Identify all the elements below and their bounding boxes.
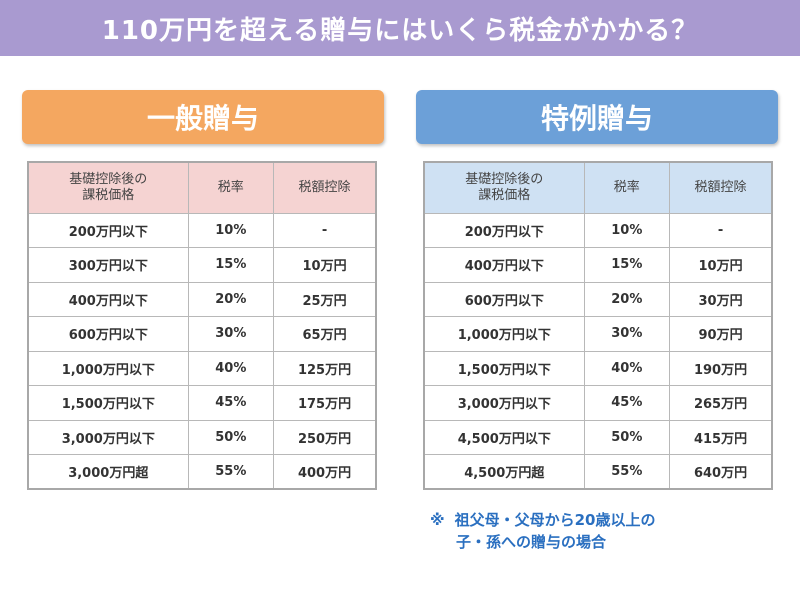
cell-taxable-amount: 400万円以下 <box>27 281 189 317</box>
table-row: 3,000万円以下 45% 265万円 <box>423 385 773 421</box>
table-row: 1,500万円以下 40% 190万円 <box>423 350 773 386</box>
cell-taxable-amount: 200万円以下 <box>423 212 585 248</box>
cell-tax-rate: 55% <box>583 454 671 490</box>
title-bar: 110万円を超える贈与にはいくら税金がかかる？ <box>0 0 800 56</box>
cell-tax-rate: 30% <box>187 316 275 352</box>
table-row: 400万円以下 20% 25万円 <box>27 281 377 317</box>
table-row: 400万円以下 15% 10万円 <box>423 247 773 283</box>
cell-deduction: - <box>273 212 377 248</box>
cell-tax-rate: 10% <box>187 212 275 248</box>
table-row: 1,500万円以下 45% 175万円 <box>27 385 377 421</box>
note-line-1: ※ 祖父母・父母から20歳以上の <box>430 510 655 532</box>
cell-tax-rate: 55% <box>187 454 275 490</box>
cell-deduction: 125万円 <box>273 350 377 386</box>
cell-tax-rate: 45% <box>583 385 671 421</box>
header-deduction: 税額控除 <box>273 161 377 214</box>
general-gift-banner: 一般贈与 <box>22 90 384 144</box>
cell-taxable-amount: 1,000万円以下 <box>27 350 189 386</box>
table-row: 3,000万円超 55% 400万円 <box>27 454 377 490</box>
cell-deduction: 265万円 <box>669 385 773 421</box>
cell-deduction: 400万円 <box>273 454 377 490</box>
cell-tax-rate: 20% <box>187 281 275 317</box>
note-text-1: 祖父母・父母から20歳以上の <box>454 511 656 529</box>
table-row: 4,500万円以下 50% 415万円 <box>423 419 773 455</box>
cell-tax-rate: 50% <box>187 419 275 455</box>
cell-tax-rate: 45% <box>187 385 275 421</box>
cell-deduction: 10万円 <box>273 247 377 283</box>
cell-tax-rate: 20% <box>583 281 671 317</box>
cell-tax-rate: 10% <box>583 212 671 248</box>
general-gift-table: 基礎控除後の 課税価格 税率 税額控除 200万円以下 10% -300万円以下 15%… <box>27 161 377 490</box>
table-row: 1,000万円以下 30% 90万円 <box>423 316 773 352</box>
table-row: 200万円以下 10% - <box>423 212 773 248</box>
cell-taxable-amount: 600万円以下 <box>27 316 189 352</box>
cell-deduction: 25万円 <box>273 281 377 317</box>
cell-deduction: 415万円 <box>669 419 773 455</box>
special-gift-table: 基礎控除後の 課税価格 税率 税額控除 200万円以下 10% -400万円以下 15%… <box>423 161 773 490</box>
header-taxable-amount: 基礎控除後の 課税価格 <box>27 161 189 214</box>
cell-taxable-amount: 4,500万円超 <box>423 454 585 490</box>
note-mark: ※ <box>430 511 445 529</box>
table-body: 200万円以下 10% -300万円以下 15% 10万円 400万円以下 20% 25万円 6… <box>27 212 377 490</box>
cell-tax-rate: 30% <box>583 316 671 352</box>
special-gift-note: ※ 祖父母・父母から20歳以上の 子・孫への贈与の場合 <box>430 510 655 554</box>
header-deduction: 税額控除 <box>669 161 773 214</box>
table-row: 200万円以下 10% - <box>27 212 377 248</box>
header-taxable-amount: 基礎控除後の 課税価格 <box>423 161 585 214</box>
cell-taxable-amount: 3,000万円超 <box>27 454 189 490</box>
cell-tax-rate: 40% <box>187 350 275 386</box>
cell-taxable-amount: 4,500万円以下 <box>423 419 585 455</box>
table-row: 3,000万円以下 50% 250万円 <box>27 419 377 455</box>
cell-deduction: 250万円 <box>273 419 377 455</box>
cell-tax-rate: 50% <box>583 419 671 455</box>
table-row: 600万円以下 30% 65万円 <box>27 316 377 352</box>
cell-tax-rate: 40% <box>583 350 671 386</box>
table-header-row: 基礎控除後の 課税価格 税率 税額控除 <box>27 161 377 214</box>
cell-deduction: 30万円 <box>669 281 773 317</box>
cell-deduction: 190万円 <box>669 350 773 386</box>
cell-taxable-amount: 200万円以下 <box>27 212 189 248</box>
table-row: 600万円以下 20% 30万円 <box>423 281 773 317</box>
header-tax-rate: 税率 <box>187 161 275 214</box>
cell-deduction: 65万円 <box>273 316 377 352</box>
cell-taxable-amount: 3,000万円以下 <box>27 419 189 455</box>
cell-deduction: - <box>669 212 773 248</box>
table-row: 4,500万円超 55% 640万円 <box>423 454 773 490</box>
cell-taxable-amount: 3,000万円以下 <box>423 385 585 421</box>
table-row: 1,000万円以下 40% 125万円 <box>27 350 377 386</box>
special-gift-banner: 特例贈与 <box>416 90 778 144</box>
table-header-row: 基礎控除後の 課税価格 税率 税額控除 <box>423 161 773 214</box>
cell-deduction: 175万円 <box>273 385 377 421</box>
cell-taxable-amount: 300万円以下 <box>27 247 189 283</box>
cell-tax-rate: 15% <box>583 247 671 283</box>
header-tax-rate: 税率 <box>583 161 671 214</box>
table-body: 200万円以下 10% -400万円以下 15% 10万円 600万円以下 20% 30万円 1… <box>423 212 773 490</box>
cell-taxable-amount: 400万円以下 <box>423 247 585 283</box>
table-row: 300万円以下 15% 10万円 <box>27 247 377 283</box>
cell-taxable-amount: 1,500万円以下 <box>423 350 585 386</box>
page-title: 110万円を超える贈与にはいくら税金がかかる？ <box>101 15 699 46</box>
cell-deduction: 90万円 <box>669 316 773 352</box>
cell-deduction: 640万円 <box>669 454 773 490</box>
note-line-2: 子・孫への贈与の場合 <box>456 532 607 551</box>
cell-taxable-amount: 1,500万円以下 <box>27 385 189 421</box>
cell-taxable-amount: 600万円以下 <box>423 281 585 317</box>
cell-tax-rate: 15% <box>187 247 275 283</box>
cell-taxable-amount: 1,000万円以下 <box>423 316 585 352</box>
cell-deduction: 10万円 <box>669 247 773 283</box>
